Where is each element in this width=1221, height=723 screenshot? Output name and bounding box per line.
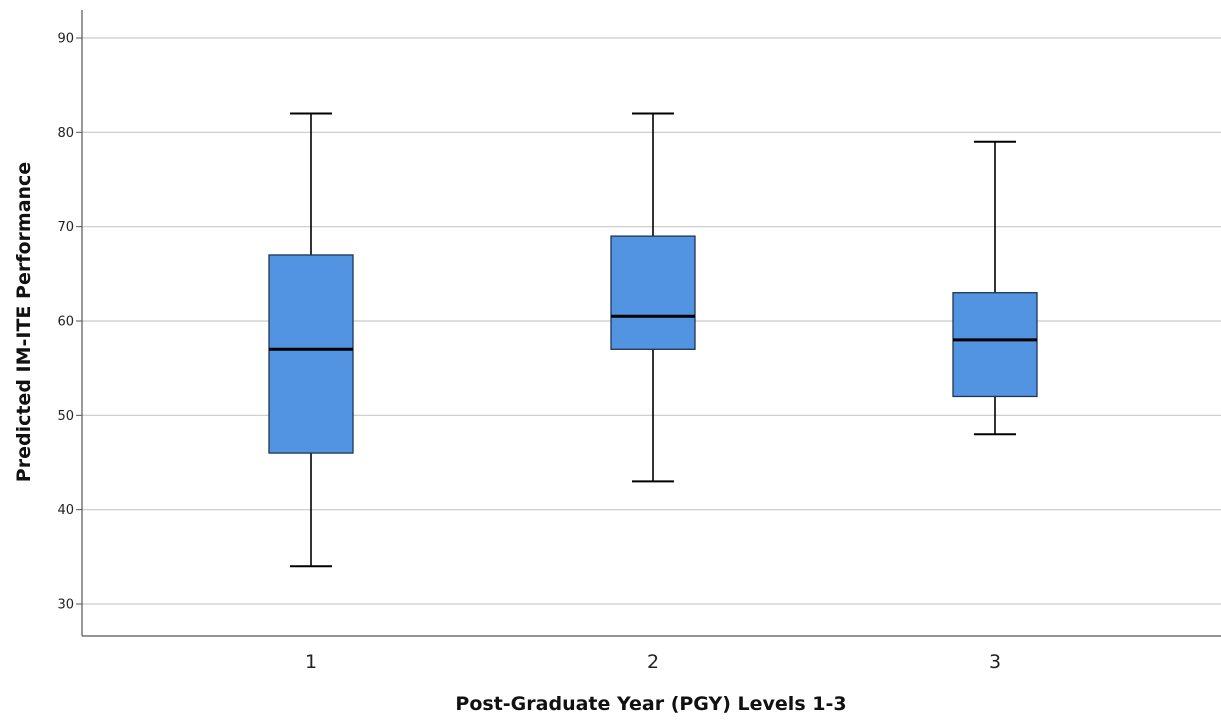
y-tick-labels: 30 40 50 60 70 80 90 [57,32,74,613]
y-tick-label-80: 80 [57,126,74,141]
axes [76,10,1221,637]
box-group-2 [610,112,696,483]
x-tick-label-3: 3 [989,651,1001,673]
x-tick-labels: 1 2 3 [305,651,1001,673]
iqr-box-2 [610,235,696,350]
iqr-box-3 [952,292,1038,398]
y-tick-label-40: 40 [57,503,74,518]
box-group-3 [952,140,1038,436]
y-axis-title: Predicted IM-ITE Performance [13,162,35,482]
iqr-box-1 [268,254,354,454]
x-axis-title: Post-Graduate Year (PGY) Levels 1-3 [455,693,846,715]
y-tick-label-50: 50 [57,409,74,424]
x-tick-label-2: 2 [647,651,659,673]
box-group-1 [268,112,354,568]
y-tick-label-30: 30 [57,598,74,613]
y-tick-label-90: 90 [57,32,74,47]
y-tick-label-60: 60 [57,315,74,330]
y-tick-label-70: 70 [57,220,74,235]
x-tick-label-1: 1 [305,651,317,673]
boxes [268,112,1038,568]
